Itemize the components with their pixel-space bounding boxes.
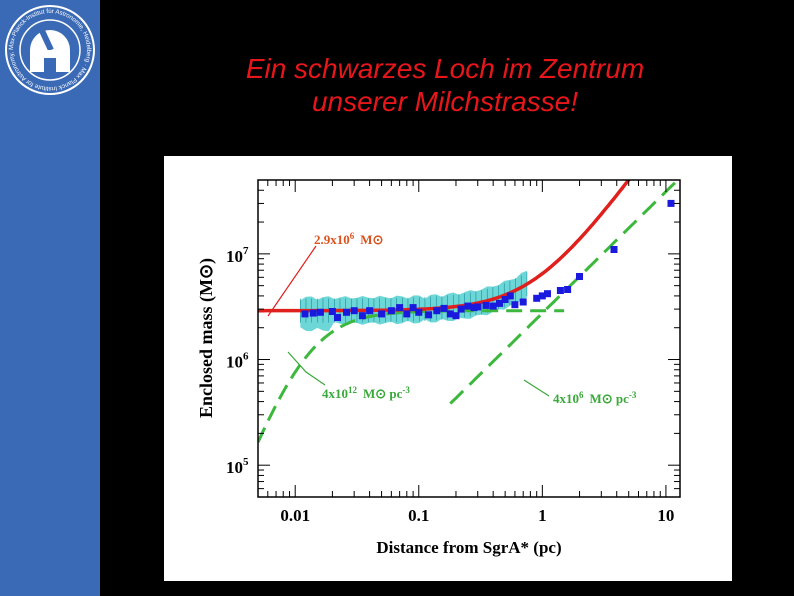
- plot-frame: [257, 179, 681, 498]
- data-point: [464, 302, 472, 310]
- annotation-arrow-green-2: [523, 379, 550, 397]
- enclosed-mass-chart: 2.9x106 M⊙ 4x1012 M⊙ pc-3 4x106 M⊙ pc-3 0.0…: [196, 179, 681, 557]
- chart-panel: 2.9x106 M⊙ 4x1012 M⊙ pc-3 4x106 M⊙ pc-3 0.0…: [164, 156, 732, 581]
- title-line-1: Ein schwarzes Loch im Zentrum: [245, 53, 645, 84]
- axis-ticks: [257, 179, 680, 498]
- data-point: [474, 303, 482, 311]
- data-point: [415, 308, 423, 316]
- x-tick-label: 0.01: [280, 506, 310, 525]
- y-tick-label: 105: [226, 456, 249, 477]
- data-points: [301, 199, 675, 321]
- data-point: [501, 296, 509, 303]
- data-point: [425, 311, 433, 319]
- x-tick-label: 0.1: [408, 506, 429, 525]
- data-point: [309, 309, 317, 317]
- sidebar-panel: Max-Planck-Institut für Astronomie, Heid…: [0, 0, 100, 596]
- data-point: [433, 307, 441, 315]
- y-tick-label: 106: [226, 351, 249, 372]
- data-point: [482, 301, 490, 309]
- data-point: [316, 308, 324, 316]
- x-tick-label: 10: [657, 506, 674, 525]
- data-point: [409, 304, 417, 312]
- annotation-black-hole-mass: 2.9x106 M⊙: [314, 231, 383, 247]
- y-tick-label: 107: [226, 245, 249, 266]
- data-point: [387, 307, 395, 315]
- data-point: [511, 301, 519, 309]
- data-point: [378, 310, 386, 318]
- annotation-cluster-density: 4x1012 M⊙ pc-3: [322, 385, 410, 401]
- y-axis-label: Enclosed mass (M⊙): [196, 258, 217, 418]
- data-point: [610, 246, 618, 253]
- data-point: [538, 292, 546, 300]
- title-line-2: unserer Milchstrasse!: [311, 86, 579, 117]
- data-point: [576, 273, 583, 280]
- y-tick-labels: 105 106 107: [226, 245, 249, 477]
- data-point: [358, 312, 366, 320]
- data-point: [470, 304, 478, 312]
- page-title: Ein schwarzes Loch im Zentrum unserer Mi…: [150, 52, 740, 118]
- data-point: [506, 292, 514, 300]
- data-point: [564, 286, 572, 293]
- data-point: [544, 290, 551, 298]
- data-point: [343, 308, 350, 316]
- data-point: [533, 294, 541, 302]
- data-point: [556, 287, 564, 294]
- mpia-logo: Max-Planck-Institut für Astronomie, Heid…: [4, 4, 95, 95]
- data-point: [366, 307, 374, 315]
- data-point: [328, 308, 336, 315]
- data-point: [350, 307, 358, 315]
- data-point: [396, 304, 404, 312]
- data-point: [301, 310, 309, 318]
- x-tick-labels: 0.01 0.1 1 10: [280, 506, 674, 525]
- x-tick-label: 1: [538, 506, 547, 525]
- data-point: [446, 310, 454, 318]
- annotation-stellar-density: 4x106 M⊙ pc-3: [553, 390, 637, 406]
- data-point: [334, 314, 341, 321]
- plummer-model-curve: [258, 309, 565, 443]
- data-point: [452, 312, 460, 320]
- data-point: [519, 298, 527, 306]
- data-point: [496, 299, 503, 307]
- data-point: [489, 302, 497, 310]
- data-point: [457, 305, 465, 313]
- data-point: [403, 310, 411, 318]
- annotation-arrow-red: [267, 245, 317, 317]
- x-axis-label: Distance from SgrA* (pc): [376, 538, 561, 557]
- data-point: [667, 199, 675, 207]
- annotation-arrow-green-1: [287, 351, 326, 386]
- data-point: [440, 304, 448, 312]
